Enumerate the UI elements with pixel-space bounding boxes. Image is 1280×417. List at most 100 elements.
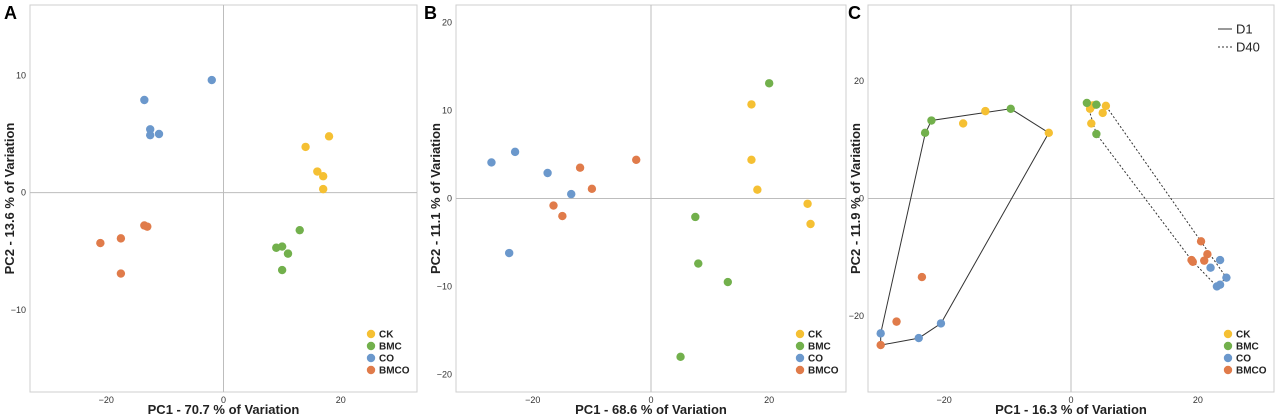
y-axis-title: PC2 - 11.1 % of Variation xyxy=(428,123,443,274)
point-co xyxy=(567,189,576,199)
point-co xyxy=(154,129,164,139)
point-co xyxy=(207,75,216,85)
x-tick-label: 20 xyxy=(1193,395,1203,405)
point-bmco xyxy=(917,272,927,282)
legend-swatch-co xyxy=(795,353,805,363)
legend-label-bmc: BMC xyxy=(808,342,831,353)
point-co xyxy=(876,329,885,338)
y-tick-label: 10 xyxy=(442,106,452,116)
point-bmco xyxy=(140,221,149,230)
point-bmc xyxy=(764,79,774,88)
point-bmco xyxy=(549,201,558,210)
panel-label: A xyxy=(4,3,17,23)
point-bmc xyxy=(723,277,733,287)
hull-d1 xyxy=(880,108,1050,346)
legend-swatch-co xyxy=(366,353,376,363)
legend-swatch-ck xyxy=(366,329,376,339)
point-bmco xyxy=(1188,257,1198,267)
y-tick-label: 20 xyxy=(442,18,452,28)
y-axis-title: PC2 - 11.9 % of Variation xyxy=(848,123,863,274)
legend-label-bmco: BMCO xyxy=(379,366,410,377)
x-axis-title: PC1 - 70.7 % of Variation xyxy=(148,402,300,417)
point-ck xyxy=(747,155,756,164)
point-ck xyxy=(803,199,812,208)
y-tick-label: −20 xyxy=(437,369,452,379)
legend-label-co: CO xyxy=(808,354,823,365)
point-bmco xyxy=(1196,237,1206,246)
point-bmc xyxy=(1082,98,1092,108)
y-tick-label: 0 xyxy=(447,194,452,204)
line-legend-label-d1: D1 xyxy=(1236,22,1253,37)
point-bmc xyxy=(1092,100,1101,109)
legend-swatch-bmc xyxy=(1223,341,1233,351)
point-bmc xyxy=(1006,104,1015,113)
legend-swatch-co xyxy=(1223,353,1233,363)
point-bmco xyxy=(116,269,126,278)
panel-b: −20 0 20 −20 −10 0 10 20 PC1 - 68.6 % of Variati… xyxy=(424,3,847,417)
point-ck xyxy=(318,172,328,181)
legend-label-bmc: BMC xyxy=(1236,342,1259,353)
legend-swatch-bmco xyxy=(795,365,805,375)
x-tick-label: 0 xyxy=(648,395,653,405)
point-bmc xyxy=(691,212,700,222)
x-tick-label: −20 xyxy=(936,395,951,405)
point-bmc xyxy=(277,265,287,275)
point-bmc xyxy=(920,128,930,138)
legend-label-ck: CK xyxy=(379,330,394,341)
point-bmco xyxy=(96,238,105,248)
x-axis-title: PC1 - 16.3 % of Variation xyxy=(995,402,1147,417)
point-ck xyxy=(1098,108,1107,118)
point-ck xyxy=(753,185,762,194)
legend-swatch-ck xyxy=(795,329,805,339)
legend-swatch-bmco xyxy=(366,365,376,375)
point-ck xyxy=(313,167,322,176)
point-bmco xyxy=(1203,250,1212,259)
line-legend-label-d40: D40 xyxy=(1236,40,1260,55)
point-bmc xyxy=(277,242,287,251)
x-tick-label: −20 xyxy=(99,395,114,405)
legend-swatch-bmc xyxy=(366,341,376,351)
panel-a: −20 0 20 −10 0 10 PC1 - 70.7 % of Variation PC2… xyxy=(2,3,418,417)
legend-label-co: CO xyxy=(379,354,394,365)
x-tick-label: 0 xyxy=(221,395,226,405)
legend-swatch-bmco xyxy=(1223,365,1233,375)
point-co xyxy=(510,147,520,157)
point-ck xyxy=(747,100,756,109)
y-tick-label: −10 xyxy=(437,281,452,291)
point-bmco xyxy=(116,234,126,243)
y-tick-label: 0 xyxy=(859,194,864,204)
panel-c: −20 0 20 −20 0 20 PC1 - 16.3 % of Variation PC2… xyxy=(848,3,1275,417)
legend-swatch-bmc xyxy=(795,341,805,351)
legend-label-bmco: BMCO xyxy=(808,366,839,377)
point-bmco xyxy=(892,317,901,326)
point-ck xyxy=(301,142,310,152)
point-bmc xyxy=(927,116,936,125)
point-co xyxy=(914,333,923,343)
x-tick-label: −20 xyxy=(525,395,540,405)
point-bmco xyxy=(1200,256,1209,265)
panel-label: C xyxy=(848,3,861,23)
x-axis-title: PC1 - 68.6 % of Variation xyxy=(575,402,727,417)
y-tick-label: 20 xyxy=(854,76,864,86)
point-co xyxy=(504,248,514,258)
y-tick-label: 0 xyxy=(21,188,26,198)
point-ck xyxy=(981,106,990,116)
point-co xyxy=(936,319,946,328)
panel-label: B xyxy=(424,3,437,23)
y-tick-label: −20 xyxy=(849,311,864,321)
point-bmco xyxy=(876,340,885,350)
legend-label-ck: CK xyxy=(808,330,823,341)
y-tick-label: −10 xyxy=(11,305,26,315)
point-co xyxy=(1222,273,1231,282)
x-tick-label: 20 xyxy=(336,395,346,405)
point-co xyxy=(140,95,149,105)
legend-label-co: CO xyxy=(1236,354,1251,365)
point-co xyxy=(146,125,155,134)
point-bmco xyxy=(587,184,597,194)
point-ck xyxy=(806,219,815,229)
point-bmco xyxy=(575,163,585,172)
point-co xyxy=(543,168,552,178)
point-ck xyxy=(1044,128,1053,138)
point-ck xyxy=(324,132,334,141)
